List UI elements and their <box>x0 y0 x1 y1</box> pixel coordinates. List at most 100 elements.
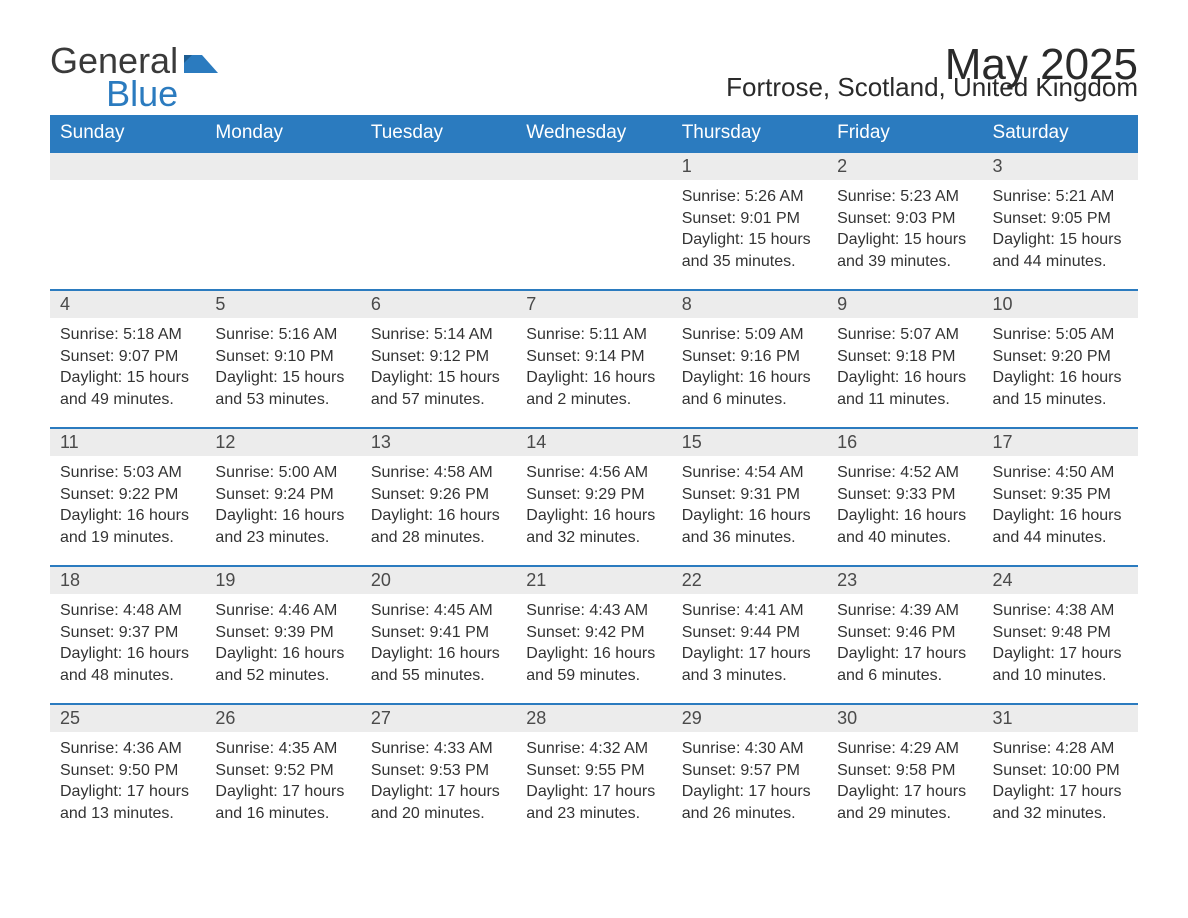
daylight-line1: Daylight: 16 hours <box>526 505 661 527</box>
day-number: 12 <box>205 429 360 456</box>
day-number: 17 <box>983 429 1138 456</box>
calendar-cell: 18Sunrise: 4:48 AMSunset: 9:37 PMDayligh… <box>50 566 205 704</box>
daylight-line1: Daylight: 16 hours <box>60 643 195 665</box>
day-data: Sunrise: 5:00 AMSunset: 9:24 PMDaylight:… <box>205 456 360 552</box>
sunset-text: Sunset: 9:03 PM <box>837 208 972 230</box>
day-number: 9 <box>827 291 982 318</box>
sunset-text: Sunset: 9:10 PM <box>215 346 350 368</box>
daylight-line1: Daylight: 15 hours <box>60 367 195 389</box>
daylight-line2: and 2 minutes. <box>526 389 661 411</box>
sunrise-text: Sunrise: 5:23 AM <box>837 186 972 208</box>
calendar-body: 1Sunrise: 5:26 AMSunset: 9:01 PMDaylight… <box>50 152 1138 842</box>
sunset-text: Sunset: 9:33 PM <box>837 484 972 506</box>
day-data: Sunrise: 4:41 AMSunset: 9:44 PMDaylight:… <box>672 594 827 690</box>
sunset-text: Sunset: 9:24 PM <box>215 484 350 506</box>
daylight-line1: Daylight: 16 hours <box>371 505 506 527</box>
day-data: Sunrise: 4:56 AMSunset: 9:29 PMDaylight:… <box>516 456 671 552</box>
sunrise-text: Sunrise: 5:26 AM <box>682 186 817 208</box>
sunset-text: Sunset: 9:31 PM <box>682 484 817 506</box>
daylight-line2: and 44 minutes. <box>993 251 1128 273</box>
daylight-line2: and 11 minutes. <box>837 389 972 411</box>
sunrise-text: Sunrise: 4:48 AM <box>60 600 195 622</box>
day-number: 29 <box>672 705 827 732</box>
day-data: Sunrise: 4:33 AMSunset: 9:53 PMDaylight:… <box>361 732 516 828</box>
day-number-empty <box>50 153 205 180</box>
daylight-line2: and 59 minutes. <box>526 665 661 687</box>
calendar-cell: 23Sunrise: 4:39 AMSunset: 9:46 PMDayligh… <box>827 566 982 704</box>
sunrise-text: Sunrise: 4:36 AM <box>60 738 195 760</box>
day-data: Sunrise: 5:16 AMSunset: 9:10 PMDaylight:… <box>205 318 360 414</box>
daylight-line1: Daylight: 17 hours <box>993 781 1128 803</box>
weekday-header: Thursday <box>672 115 827 152</box>
day-number: 3 <box>983 153 1138 180</box>
calendar-cell: 6Sunrise: 5:14 AMSunset: 9:12 PMDaylight… <box>361 290 516 428</box>
sunset-text: Sunset: 9:41 PM <box>371 622 506 644</box>
sunrise-text: Sunrise: 5:21 AM <box>993 186 1128 208</box>
day-number: 21 <box>516 567 671 594</box>
daylight-line1: Daylight: 15 hours <box>682 229 817 251</box>
daylight-line2: and 3 minutes. <box>682 665 817 687</box>
day-number: 7 <box>516 291 671 318</box>
daylight-line2: and 6 minutes. <box>682 389 817 411</box>
calendar-cell: 25Sunrise: 4:36 AMSunset: 9:50 PMDayligh… <box>50 704 205 842</box>
sunset-text: Sunset: 9:16 PM <box>682 346 817 368</box>
daylight-line1: Daylight: 15 hours <box>993 229 1128 251</box>
daylight-line2: and 32 minutes. <box>526 527 661 549</box>
daylight-line1: Daylight: 16 hours <box>682 367 817 389</box>
calendar-table: SundayMondayTuesdayWednesdayThursdayFrid… <box>50 115 1138 842</box>
daylight-line1: Daylight: 15 hours <box>837 229 972 251</box>
daylight-line1: Daylight: 16 hours <box>215 505 350 527</box>
daylight-line2: and 23 minutes. <box>215 527 350 549</box>
sunrise-text: Sunrise: 4:54 AM <box>682 462 817 484</box>
day-number: 14 <box>516 429 671 456</box>
sunset-text: Sunset: 9:26 PM <box>371 484 506 506</box>
sunrise-text: Sunrise: 5:11 AM <box>526 324 661 346</box>
daylight-line2: and 19 minutes. <box>60 527 195 549</box>
daylight-line2: and 35 minutes. <box>682 251 817 273</box>
sunrise-text: Sunrise: 4:32 AM <box>526 738 661 760</box>
daylight-line1: Daylight: 17 hours <box>837 643 972 665</box>
weekday-header: Wednesday <box>516 115 671 152</box>
sunset-text: Sunset: 9:12 PM <box>371 346 506 368</box>
day-number: 8 <box>672 291 827 318</box>
calendar-cell: 26Sunrise: 4:35 AMSunset: 9:52 PMDayligh… <box>205 704 360 842</box>
daylight-line2: and 57 minutes. <box>371 389 506 411</box>
daylight-line2: and 13 minutes. <box>60 803 195 825</box>
daylight-line2: and 28 minutes. <box>371 527 506 549</box>
sunset-text: Sunset: 9:42 PM <box>526 622 661 644</box>
daylight-line1: Daylight: 17 hours <box>993 643 1128 665</box>
day-data-empty <box>50 180 205 260</box>
daylight-line1: Daylight: 16 hours <box>837 505 972 527</box>
calendar-week: 18Sunrise: 4:48 AMSunset: 9:37 PMDayligh… <box>50 566 1138 704</box>
sunrise-text: Sunrise: 4:45 AM <box>371 600 506 622</box>
sunset-text: Sunset: 9:58 PM <box>837 760 972 782</box>
day-number-empty <box>205 153 360 180</box>
calendar-cell: 16Sunrise: 4:52 AMSunset: 9:33 PMDayligh… <box>827 428 982 566</box>
day-number: 28 <box>516 705 671 732</box>
sunrise-text: Sunrise: 5:03 AM <box>60 462 195 484</box>
daylight-line2: and 23 minutes. <box>526 803 661 825</box>
sunrise-text: Sunrise: 4:43 AM <box>526 600 661 622</box>
calendar-cell: 15Sunrise: 4:54 AMSunset: 9:31 PMDayligh… <box>672 428 827 566</box>
daylight-line1: Daylight: 17 hours <box>682 781 817 803</box>
sunrise-text: Sunrise: 4:50 AM <box>993 462 1128 484</box>
logo-text-part2: Blue <box>106 73 178 115</box>
daylight-line1: Daylight: 17 hours <box>215 781 350 803</box>
sunrise-text: Sunrise: 4:46 AM <box>215 600 350 622</box>
weekday-header: Tuesday <box>361 115 516 152</box>
daylight-line2: and 32 minutes. <box>993 803 1128 825</box>
sunrise-text: Sunrise: 4:39 AM <box>837 600 972 622</box>
calendar-cell: 27Sunrise: 4:33 AMSunset: 9:53 PMDayligh… <box>361 704 516 842</box>
sunset-text: Sunset: 9:29 PM <box>526 484 661 506</box>
sunset-text: Sunset: 10:00 PM <box>993 760 1128 782</box>
calendar-cell: 12Sunrise: 5:00 AMSunset: 9:24 PMDayligh… <box>205 428 360 566</box>
calendar-cell: 30Sunrise: 4:29 AMSunset: 9:58 PMDayligh… <box>827 704 982 842</box>
sunset-text: Sunset: 9:46 PM <box>837 622 972 644</box>
daylight-line1: Daylight: 17 hours <box>837 781 972 803</box>
day-data: Sunrise: 5:14 AMSunset: 9:12 PMDaylight:… <box>361 318 516 414</box>
day-data: Sunrise: 4:46 AMSunset: 9:39 PMDaylight:… <box>205 594 360 690</box>
sunset-text: Sunset: 9:52 PM <box>215 760 350 782</box>
day-data: Sunrise: 5:07 AMSunset: 9:18 PMDaylight:… <box>827 318 982 414</box>
sunrise-text: Sunrise: 5:16 AM <box>215 324 350 346</box>
daylight-line2: and 53 minutes. <box>215 389 350 411</box>
